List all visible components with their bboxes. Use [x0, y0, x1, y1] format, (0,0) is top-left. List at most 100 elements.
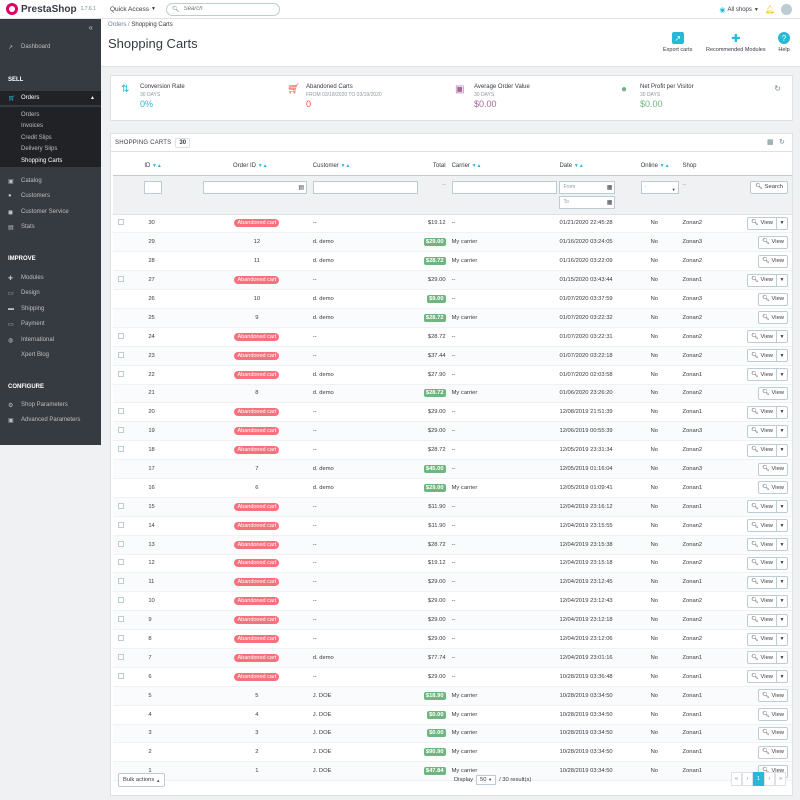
view-button[interactable]: 🔍︎View	[758, 292, 788, 306]
sidebar-item-payment[interactable]: ▭ Payment	[0, 317, 101, 331]
table-row[interactable]: 17 7 d. demo $45.00 -- 12/05/2019 01:16:04 No Z…	[113, 459, 792, 479]
view-button[interactable]: 🔍︎View	[758, 235, 788, 249]
row-checkbox[interactable]	[118, 653, 124, 660]
view-button[interactable]: 🔍︎View	[758, 745, 788, 759]
filter-id-input[interactable]	[144, 180, 163, 194]
sidebar-item-customers[interactable]: ● Customers	[0, 189, 101, 203]
row-actions-dropdown[interactable]: ▼	[776, 576, 787, 588]
first-page-button[interactable]: «	[731, 772, 742, 786]
quick-access-dropdown[interactable]: Quick Access ▼	[110, 6, 156, 13]
view-button[interactable]: 🔍︎View	[758, 311, 788, 325]
submenu-invoices[interactable]: Invoices	[21, 123, 44, 129]
view-button[interactable]: 🔍︎ View ▼	[747, 368, 788, 382]
sidebar-item-design[interactable]: ▭ Design	[0, 286, 101, 300]
sidebar-item-modules[interactable]: ✚ Modules	[0, 271, 101, 285]
view-button[interactable]: 🔍︎ View ▼	[747, 632, 788, 646]
table-row[interactable]: 26 10 d. demo $9.00 -- 01/07/2020 03:37:59 No Z…	[113, 289, 792, 309]
row-checkbox[interactable]	[118, 219, 124, 226]
table-row[interactable]: 10 Abandoned cart -- $29.00 -- 12/04/2019 23:…	[113, 591, 792, 612]
col-order-id[interactable]: Order ID ▼▲	[201, 158, 313, 176]
view-button[interactable]: 🔍︎ View ▼	[747, 538, 788, 552]
filter-carrier-input[interactable]	[451, 180, 557, 194]
table-row[interactable]: 20 Abandoned cart -- $29.00 -- 12/08/2019 21:…	[113, 402, 792, 423]
sort-icon[interactable]: ▼▲	[257, 163, 268, 170]
table-row[interactable]: 24 Abandoned cart -- $28.72 -- 01/07/2020 03:…	[113, 327, 792, 347]
row-checkbox[interactable]	[118, 276, 124, 283]
table-row[interactable]: 3 3 J. DOE $0.00 My carrier 10/28/2019 03:34:…	[113, 724, 792, 744]
row-actions-dropdown[interactable]: ▼	[776, 520, 787, 532]
row-checkbox[interactable]	[118, 332, 124, 339]
notifications-bell-icon[interactable]: 🔔︎	[764, 5, 775, 14]
view-button[interactable]: 🔍︎ View ▼	[747, 519, 788, 533]
row-actions-dropdown[interactable]: ▼	[776, 539, 787, 551]
sidebar-item-advanced-parameters[interactable]: ▣ Advanced Parameters	[0, 413, 101, 427]
table-row[interactable]: 6 Abandoned cart -- $29.00 -- 10/28/2019 03:3…	[113, 667, 792, 687]
table-row[interactable]: 15 Abandoned cart -- $11.90 -- 12/04/2019 23:…	[113, 497, 792, 517]
view-button[interactable]: 🔍︎ View ▼	[747, 594, 788, 608]
view-button[interactable]: 🔍︎ View ▼	[747, 556, 788, 570]
bulk-actions-button[interactable]: Bulk actions ▲	[118, 773, 166, 787]
show-sql-icon[interactable]: ▦	[767, 139, 774, 146]
table-row[interactable]: 12 Abandoned cart -- $19.12 -- 12/04/2019 23:…	[113, 554, 792, 574]
row-checkbox[interactable]	[118, 559, 124, 566]
row-checkbox[interactable]	[118, 635, 124, 642]
view-button[interactable]: 🔍︎ View ▼	[747, 330, 788, 344]
view-button[interactable]: 🔍︎ View ▼	[747, 613, 788, 627]
row-actions-dropdown[interactable]: ▼	[776, 557, 787, 569]
collapse-sidebar-icon[interactable]: «	[88, 23, 93, 32]
row-checkbox[interactable]	[118, 408, 124, 415]
search-input[interactable]	[183, 6, 274, 12]
kpi-average-order-value[interactable]: ▣ Average Order Value 30 DAYS $0.00	[455, 84, 530, 109]
table-row[interactable]: 16 6 d. demo $29.00 My carrier 12/05/2019 01:…	[113, 478, 792, 498]
table-row[interactable]: 19 Abandoned cart -- $29.00 -- 12/06/2019 00:…	[113, 421, 792, 442]
row-checkbox[interactable]	[118, 672, 124, 679]
breadcrumb-orders[interactable]: Orders	[108, 22, 127, 28]
row-actions-dropdown[interactable]: ▼	[776, 671, 787, 683]
page-1-button[interactable]: 1	[753, 772, 764, 786]
row-actions-dropdown[interactable]: ▼	[776, 350, 787, 362]
row-actions-dropdown[interactable]: ▼	[776, 406, 787, 418]
sidebar-item-stats[interactable]: ▤ Stats	[0, 220, 101, 234]
view-button[interactable]: 🔍︎ View ▼	[747, 575, 788, 589]
table-row[interactable]: 21 8 d. demo $28.72 My carrier 01/06/2020 23:…	[113, 384, 792, 404]
view-button[interactable]: 🔍︎ View ▼	[747, 349, 788, 363]
view-button[interactable]: 🔍︎View	[758, 726, 788, 740]
table-row[interactable]: 2 2 J. DOE $90.90 My carrier 10/28/2019 03:34…	[113, 742, 792, 763]
table-row[interactable]: 5 5 J. DOE $18.90 My carrier 10/28/2019 03:34…	[113, 686, 792, 706]
sort-icon[interactable]: ▼▲	[659, 163, 670, 170]
sort-icon[interactable]: ▼▲	[471, 163, 482, 170]
prev-page-button[interactable]: ‹	[742, 772, 753, 786]
table-row[interactable]: 25 9 d. demo $28.72 My carrier 01/07/2020 03:…	[113, 308, 792, 328]
table-row[interactable]: 30 Abandoned cart -- $19.12 -- 01/21/2020 22:…	[113, 214, 792, 234]
view-button[interactable]: 🔍︎ View ▼	[747, 670, 788, 684]
search-box[interactable]: 🔍︎	[165, 2, 280, 16]
kpi-net-profit[interactable]: ● Net Profit per Visitor 30 DAYS $0.00	[621, 84, 694, 109]
table-row[interactable]: 28 11 d. demo $28.72 My carrier 01/16/2020 03…	[113, 251, 792, 272]
table-row[interactable]: 13 Abandoned cart -- $28.72 -- 12/04/2019 23:…	[113, 535, 792, 555]
export-carts-button[interactable]: ↗ Export carts	[663, 32, 693, 53]
row-checkbox[interactable]	[118, 540, 124, 547]
table-row[interactable]: 14 Abandoned cart -- $11.90 -- 12/04/2019 23:…	[113, 516, 792, 536]
row-checkbox[interactable]	[118, 427, 124, 434]
table-row[interactable]: 23 Abandoned cart -- $37.44 -- 01/07/2020 03:…	[113, 346, 792, 366]
view-button[interactable]: 🔍︎ View ▼	[747, 651, 788, 665]
row-checkbox[interactable]	[118, 521, 124, 528]
filter-online-select[interactable]: - ▼	[640, 180, 679, 194]
row-actions-dropdown[interactable]: ▼	[776, 501, 787, 513]
sidebar-item-customer-service[interactable]: ◼ Customer Service	[0, 205, 101, 219]
row-checkbox[interactable]	[118, 351, 124, 358]
kpi-abandoned-carts[interactable]: 🛒︎ Abandoned Carts FROM 03/18/2020 TO 03…	[287, 84, 382, 109]
table-row[interactable]: 1 1 J. DOE $47.84 My carrier 10/28/2019 03:34…	[113, 761, 792, 782]
view-button[interactable]: 🔍︎View	[758, 708, 788, 722]
table-row[interactable]: 7 Abandoned cart d. demo $77.74 -- 12/04/2019…	[113, 648, 792, 668]
sidebar-item-shop-parameters[interactable]: ⚙ Shop Parameters	[0, 398, 101, 412]
row-actions-dropdown[interactable]: ▼	[776, 425, 787, 437]
kpi-conversion-rate[interactable]: ⇅ Conversion Rate 30 DAYS 0%	[121, 84, 185, 109]
filter-date-to-input[interactable]: To ▦	[559, 195, 616, 209]
recommended-modules-button[interactable]: ✚ Recommended Modules	[706, 32, 766, 54]
col-id[interactable]: ID ▼▲	[144, 158, 201, 176]
refresh-list-icon[interactable]: ↻	[779, 139, 785, 146]
next-page-button[interactable]: ›	[764, 772, 775, 786]
view-button[interactable]: 🔍︎View	[758, 462, 788, 476]
per-page-select[interactable]: 50 ▼	[476, 775, 497, 785]
